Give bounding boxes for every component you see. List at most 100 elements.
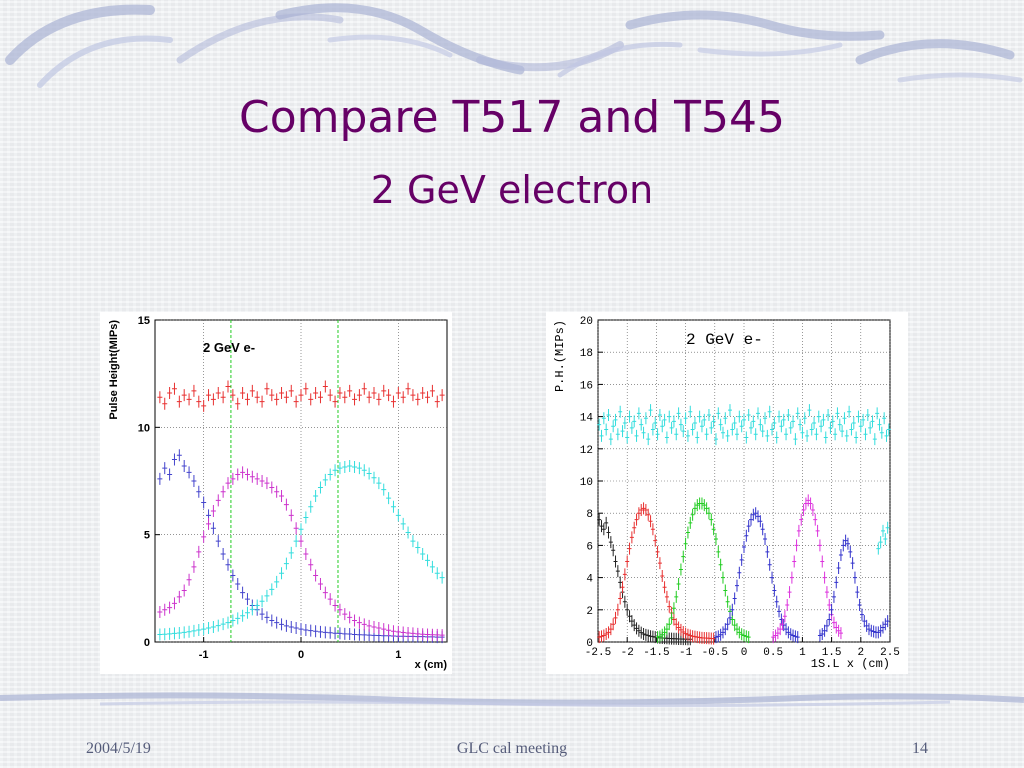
data-point <box>230 472 236 485</box>
data-point <box>725 429 730 442</box>
x-tick-label: -0.5 <box>702 647 728 659</box>
data-point <box>634 622 639 635</box>
data-point <box>833 428 838 441</box>
data-point <box>259 608 265 621</box>
data-point <box>720 426 725 439</box>
data-point <box>215 619 221 632</box>
data-point <box>734 579 739 592</box>
data-point <box>608 536 613 549</box>
data-point <box>878 624 883 637</box>
data-point <box>806 494 811 507</box>
data-point <box>799 513 804 526</box>
data-point <box>625 431 630 444</box>
data-point <box>313 386 319 399</box>
data-point <box>845 537 850 550</box>
data-point <box>420 386 426 399</box>
data-point <box>186 466 192 479</box>
data-point <box>288 509 294 522</box>
data-point <box>669 611 674 624</box>
data-point <box>827 613 832 626</box>
data-point <box>788 421 793 434</box>
data-point <box>678 418 683 431</box>
data-point <box>678 623 683 636</box>
data-point <box>303 382 309 395</box>
data-point <box>361 382 367 395</box>
data-point <box>709 513 714 526</box>
data-point <box>279 490 285 503</box>
y-tick-label: 14 <box>580 413 594 425</box>
data-point <box>813 513 818 526</box>
x-axis-label: x (cm) <box>415 659 448 671</box>
data-point <box>240 609 246 622</box>
data-point <box>794 539 799 552</box>
data-point <box>186 393 192 406</box>
x-axis-label: 1S.L x (cm) <box>811 657 890 671</box>
data-point <box>683 627 688 640</box>
x-tick-label: 0 <box>741 647 748 659</box>
data-point <box>356 462 362 475</box>
y-tick-label: 4 <box>586 574 593 586</box>
data-point <box>749 421 754 434</box>
data-point <box>618 592 623 605</box>
data-point <box>791 415 796 428</box>
series-6 <box>817 534 890 642</box>
data-point <box>191 624 197 637</box>
data-point <box>662 581 667 594</box>
data-point <box>434 395 440 408</box>
data-point <box>880 524 885 537</box>
data-point <box>606 408 611 421</box>
data-point <box>810 503 815 516</box>
data-point <box>716 407 721 420</box>
data-point <box>327 389 333 402</box>
data-point <box>613 413 618 426</box>
data-point <box>772 584 777 597</box>
data-point <box>872 433 877 446</box>
y-tick-label: 16 <box>580 380 593 392</box>
data-point <box>697 410 702 423</box>
data-point <box>434 567 440 580</box>
data-point <box>405 526 411 539</box>
data-point <box>669 421 674 434</box>
data-point <box>410 627 416 640</box>
data-point <box>167 468 173 481</box>
data-point <box>770 423 775 436</box>
y-tick-label: 0 <box>144 637 150 649</box>
data-point <box>727 404 732 417</box>
data-point <box>723 584 728 597</box>
data-point <box>787 586 792 599</box>
data-point <box>269 614 275 627</box>
data-point <box>288 620 294 633</box>
data-point <box>162 397 168 410</box>
data-point <box>259 595 265 608</box>
data-point <box>157 605 163 618</box>
data-point <box>793 433 798 446</box>
data-point <box>829 603 834 616</box>
data-point <box>308 558 314 571</box>
data-point <box>620 581 625 594</box>
data-point <box>381 384 387 397</box>
data-point <box>831 590 836 603</box>
data-point <box>732 592 737 605</box>
data-point <box>634 513 639 526</box>
data-point <box>664 590 669 603</box>
data-point <box>685 429 690 442</box>
data-point <box>425 391 431 404</box>
data-point <box>641 627 646 640</box>
data-point <box>171 597 177 610</box>
data-point <box>162 603 168 616</box>
data-point <box>798 418 803 431</box>
data-point <box>876 626 881 639</box>
data-point <box>641 502 646 515</box>
data-point <box>264 382 270 395</box>
data-point <box>716 630 721 643</box>
data-point <box>849 423 854 436</box>
data-point <box>332 599 338 612</box>
data-point <box>753 507 758 520</box>
data-point <box>157 391 163 404</box>
data-point <box>288 384 294 397</box>
y-tick-label: 5 <box>144 530 150 542</box>
data-point <box>269 389 275 402</box>
data-point <box>347 384 353 397</box>
data-point <box>196 545 202 558</box>
data-point <box>711 415 716 428</box>
